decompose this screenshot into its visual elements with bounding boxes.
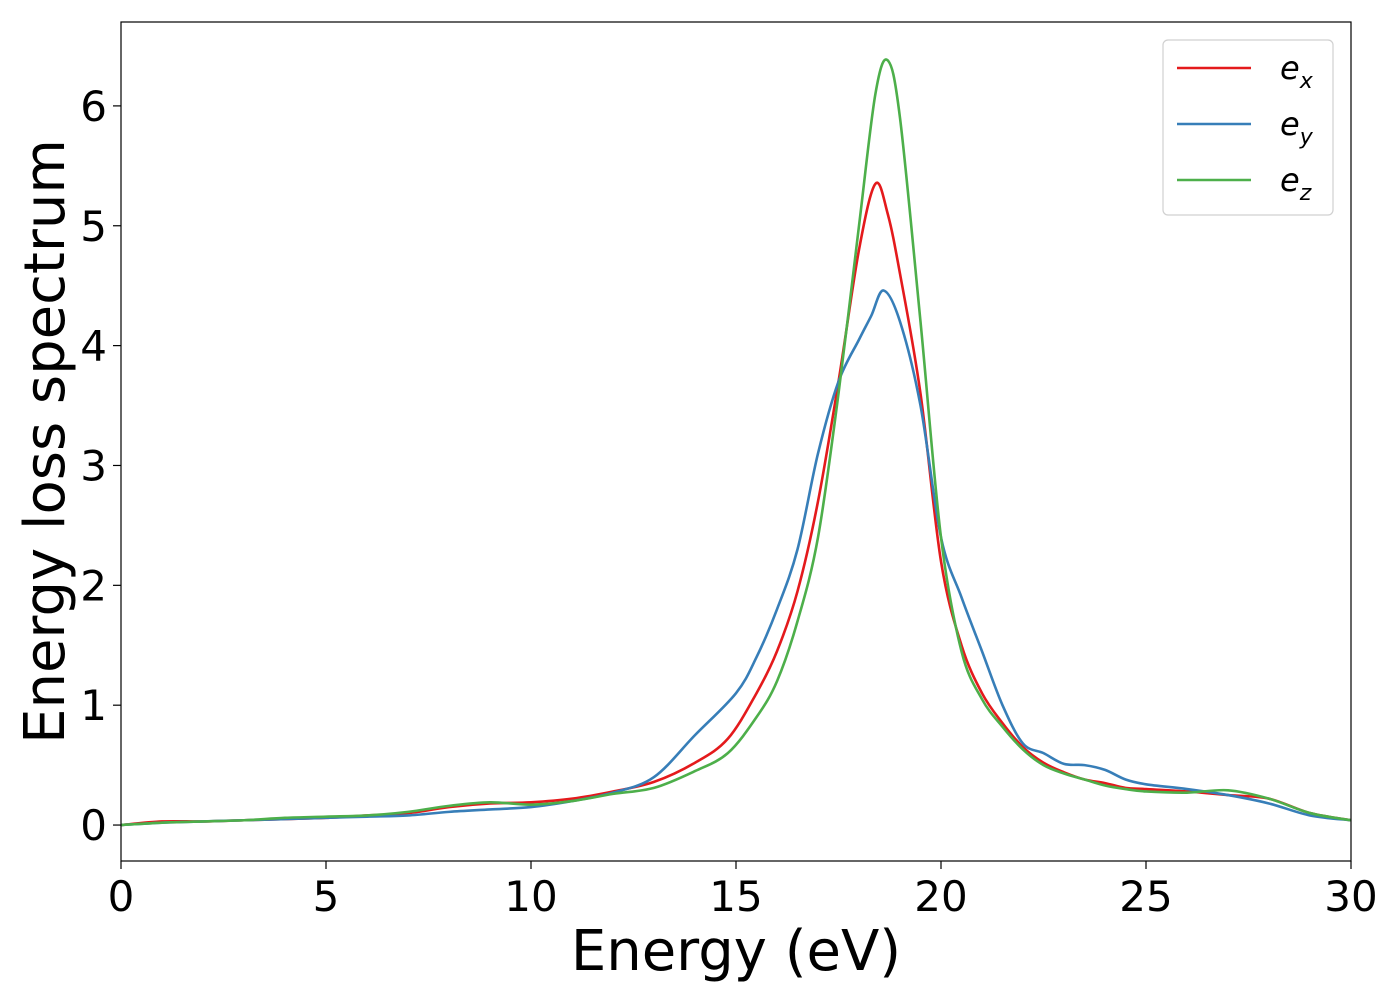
x-tick-label: 25: [1119, 872, 1172, 921]
legend-label-z: ez: [1280, 161, 1312, 206]
y-tick-label: 2: [80, 561, 107, 610]
y-axis: 0 1 2 3 4 5 6: [80, 82, 121, 850]
legend-box: [1162, 39, 1334, 216]
x-tick-label: 10: [504, 872, 557, 921]
plot-area: [120, 58, 1352, 827]
y-tick-label: 4: [80, 322, 107, 371]
series-line-z: [120, 58, 1352, 827]
y-tick-label: 0: [80, 801, 107, 850]
series-line-y: [120, 289, 1352, 827]
x-axis: 0 5 10 15 20 25 30: [108, 861, 1378, 921]
y-tick-label: 6: [80, 82, 107, 131]
y-tick-label: 3: [80, 441, 107, 490]
y-tick-label: 5: [80, 202, 107, 251]
series-line-x: [120, 181, 1352, 827]
x-tick-label: 30: [1324, 872, 1377, 921]
x-tick-label: 20: [914, 872, 967, 921]
y-axis-label: Energy loss spectrum: [13, 139, 78, 744]
x-tick-label: 15: [709, 872, 762, 921]
x-tick-label: 0: [108, 872, 135, 921]
y-tick-label: 1: [80, 681, 107, 730]
x-axis-label: Energy (eV): [571, 919, 901, 984]
x-tick-label: 5: [313, 872, 340, 921]
